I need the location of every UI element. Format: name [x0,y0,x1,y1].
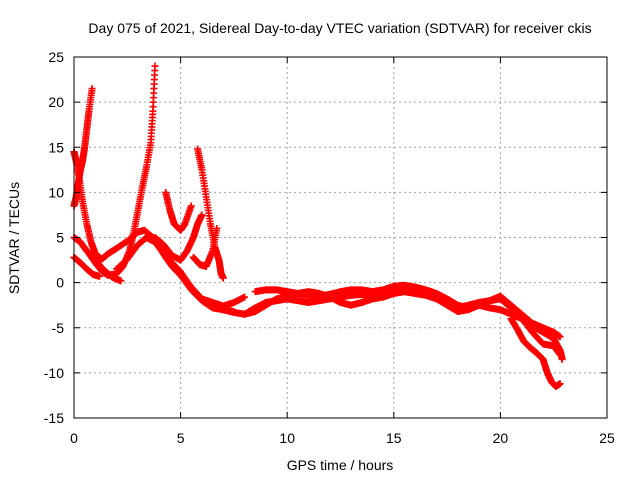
series-arc-2 [70,85,96,210]
series-arc-10 [189,224,221,270]
x-axis-label: GPS time / hours [287,457,394,473]
x-tick-label: 10 [279,430,295,446]
series-arc-4 [70,253,104,280]
x-tick-label: 15 [386,430,402,446]
axis-tick-labels: 0 5 10 15 20 25 -15 -10 -5 0 5 10 15 20 25 [44,49,615,446]
data-point [213,224,221,232]
y-tick-label: 5 [56,230,64,246]
data-point [117,277,125,285]
y-tick-label: -15 [44,410,64,426]
y-tick-label: -5 [52,320,65,336]
series-arc-14 [507,315,564,390]
data-point [198,211,206,219]
y-tick-label: 10 [48,184,64,200]
data-point [187,202,195,210]
y-tick-label: 20 [48,94,64,110]
y-tick-label: 0 [56,275,64,291]
y-axis-label: SDTVAR / TECUs [6,182,22,294]
chart-title: Day 075 of 2021, Sidereal Day-to-day VTE… [88,20,591,36]
data-point [558,355,566,363]
series-arc-13 [241,284,566,363]
data-point [151,62,159,70]
y-tick-label: 15 [48,139,64,155]
data-point [96,272,104,280]
x-tick-label: 25 [599,430,615,446]
data-point [88,85,96,93]
y-tick-label: 25 [48,49,64,65]
data-point [219,274,227,282]
axis-ticks [73,56,608,419]
series-arc-7 [151,211,206,264]
series-arc-6 [113,234,249,310]
x-tick-label: 0 [70,430,78,446]
x-tick-label: 20 [493,430,509,446]
data-point [241,293,249,301]
grid-lines [74,57,607,418]
data-marks [70,62,566,390]
data-point [556,333,564,341]
series-arc-8 [162,188,195,234]
y-tick-label: -10 [44,365,64,381]
data-point [556,380,564,388]
x-tick-label: 5 [177,430,185,446]
